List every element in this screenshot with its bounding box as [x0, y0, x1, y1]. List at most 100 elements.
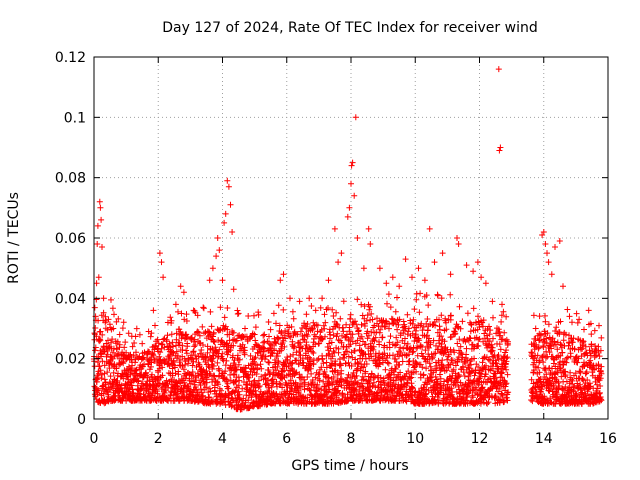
data-point	[329, 306, 336, 313]
data-point	[345, 359, 352, 366]
data-point	[394, 326, 401, 333]
data-point	[440, 364, 447, 371]
data-point	[314, 328, 321, 335]
data-point	[110, 349, 116, 356]
data-point	[387, 333, 394, 340]
data-point	[200, 392, 206, 399]
data-point	[149, 371, 155, 378]
data-point	[327, 345, 334, 352]
data-point	[308, 370, 315, 377]
data-point	[211, 339, 218, 345]
data-point	[436, 371, 443, 378]
data-point	[203, 379, 210, 386]
data-point	[352, 386, 359, 393]
y-tick-label: 0.08	[55, 171, 86, 187]
data-point	[342, 334, 349, 341]
data-point	[404, 311, 411, 318]
data-point	[279, 368, 286, 375]
data-point	[206, 385, 213, 392]
data-point	[353, 372, 360, 379]
grid-lines	[94, 57, 608, 419]
data-point	[345, 353, 352, 360]
data-point	[223, 357, 230, 364]
data-point	[405, 328, 412, 335]
data-point	[408, 380, 415, 387]
data-point	[322, 319, 329, 326]
data-point	[252, 354, 259, 361]
data-point	[378, 392, 384, 399]
data-point	[175, 352, 181, 359]
data-point	[252, 324, 259, 331]
data-point	[454, 340, 461, 347]
data-point	[257, 361, 264, 368]
data-point	[361, 303, 368, 310]
data-point	[115, 315, 122, 322]
data-point	[438, 295, 445, 302]
data-point	[239, 385, 246, 392]
data-point	[94, 359, 101, 366]
data-point	[364, 328, 371, 335]
data-point	[392, 366, 399, 372]
data-point	[430, 337, 437, 344]
data-point	[450, 366, 457, 373]
data-point	[350, 369, 357, 376]
data-point	[326, 340, 333, 347]
data-point	[224, 326, 231, 333]
data-point	[396, 361, 403, 368]
data-point	[101, 362, 108, 369]
data-point	[217, 304, 224, 311]
data-point	[133, 325, 140, 332]
data-point	[384, 300, 390, 307]
data-point	[466, 334, 473, 341]
data-point	[461, 373, 468, 379]
data-point	[224, 305, 231, 311]
data-point	[284, 356, 291, 363]
data-point	[329, 353, 336, 360]
data-point	[199, 375, 206, 382]
data-point	[381, 377, 387, 384]
data-point	[178, 310, 185, 317]
data-point	[370, 343, 377, 350]
data-point	[338, 339, 345, 346]
data-point	[337, 362, 344, 369]
data-point	[327, 331, 334, 338]
data-point	[173, 330, 180, 337]
data-point	[232, 378, 239, 385]
data-point	[95, 387, 102, 393]
data-point	[260, 332, 267, 339]
data-point	[376, 360, 383, 367]
data-point	[464, 310, 471, 317]
data-point	[344, 348, 351, 355]
data-point	[443, 326, 450, 333]
data-point	[372, 350, 379, 357]
data-point	[297, 385, 304, 391]
data-point	[359, 373, 366, 380]
data-point	[125, 330, 132, 337]
data-point	[287, 353, 294, 360]
data-point	[366, 306, 373, 313]
data-point	[98, 375, 105, 382]
data-point	[256, 383, 263, 389]
data-point	[273, 367, 279, 374]
data-point	[304, 333, 311, 340]
data-point	[385, 360, 392, 367]
data-point	[281, 343, 288, 350]
data-point	[382, 323, 389, 330]
data-point	[348, 349, 355, 356]
data-point	[386, 339, 393, 346]
data-point	[106, 365, 113, 372]
data-point	[312, 374, 319, 381]
data-point	[169, 339, 176, 346]
x-tick-label: 0	[90, 431, 99, 447]
data-point	[392, 356, 399, 362]
data-point	[354, 296, 361, 303]
x-tick-label: 10	[406, 431, 424, 447]
data-point	[260, 339, 267, 346]
data-point	[195, 329, 202, 336]
data-point	[258, 365, 265, 372]
data-point	[145, 348, 151, 355]
data-point	[278, 329, 285, 336]
data-point	[340, 298, 347, 305]
data-point	[290, 351, 297, 358]
data-point	[297, 339, 304, 346]
